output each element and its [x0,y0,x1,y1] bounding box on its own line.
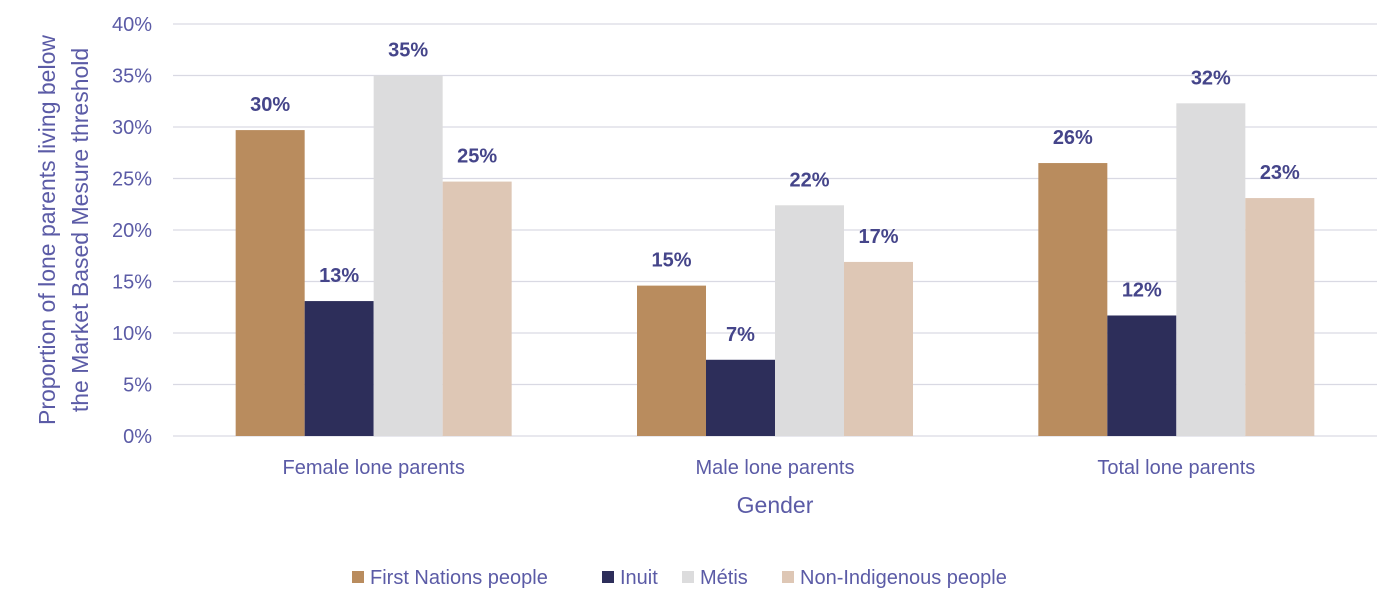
bar [1107,315,1177,436]
y-tick-label: 25% [112,169,152,191]
x-tick-label: Total lone parents [1097,457,1255,479]
bar [1038,163,1108,437]
legend-label: Non-Indigenous people [800,567,1007,589]
data-label: 35% [388,40,428,62]
legend-swatch [782,571,794,583]
data-label: 7% [726,324,755,346]
bar [1245,198,1315,436]
x-axis-title: Gender [737,492,814,518]
legend-label: First Nations people [370,567,548,589]
y-tick-label: 40% [112,14,152,36]
y-tick-label: 5% [123,375,152,397]
legend-label: Métis [700,567,748,589]
legend-swatch [352,571,364,583]
data-label: 15% [651,250,691,272]
data-label: 23% [1260,162,1300,184]
y-tick-label: 0% [123,426,152,448]
bar [373,75,443,436]
bar [637,285,706,436]
data-label: 25% [457,146,497,168]
data-label: 12% [1122,279,1162,301]
bar [442,181,512,436]
data-label: 30% [250,94,290,116]
bar [775,205,844,436]
data-label: 26% [1053,127,1093,149]
legend-swatch [602,571,614,583]
y-axis-title: Proportion of lone parents living below [34,35,60,425]
x-tick-label: Male lone parents [696,457,855,479]
data-label: 17% [858,226,898,248]
bar [844,261,913,436]
bar [235,130,305,436]
legend-swatch [682,571,694,583]
y-axis-title: the Market Based Mesure threshold [67,48,93,412]
data-label: 13% [319,265,359,287]
y-tick-label: 15% [112,272,152,294]
bar [304,301,374,436]
y-tick-label: 20% [112,220,152,242]
bar [706,359,775,436]
y-tick-label: 35% [112,66,152,88]
y-tick-label: 10% [112,323,152,345]
y-tick-label: 30% [112,117,152,139]
data-label: 32% [1191,67,1231,89]
x-tick-label: Female lone parents [283,457,465,479]
legend-label: Inuit [620,567,658,589]
bar [1176,103,1246,436]
data-label: 22% [789,169,829,191]
